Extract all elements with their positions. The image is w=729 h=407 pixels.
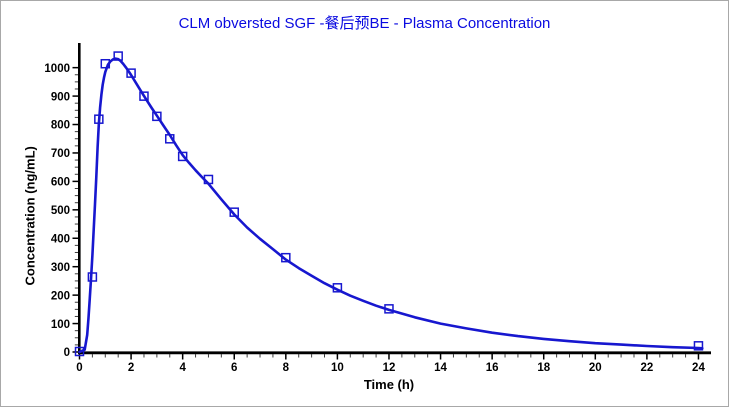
x-tick-label: 16 [486, 362, 499, 374]
y-tick-label: 500 [51, 205, 70, 217]
y-tick-label: 900 [51, 91, 70, 103]
x-tick-label: 20 [589, 362, 602, 374]
data-point-marker [229, 207, 239, 217]
x-tick-label: 12 [383, 362, 396, 374]
y-tick-label: 1000 [44, 63, 70, 75]
data-point-marker [126, 68, 136, 78]
y-tick-label: 100 [51, 319, 70, 331]
data-point-marker [74, 346, 85, 357]
data-point-marker [100, 58, 111, 69]
x-tick-label: 8 [283, 362, 290, 374]
x-tick-label: 14 [434, 362, 447, 374]
data-point-marker [87, 272, 98, 282]
x-tick-label: 4 [179, 362, 186, 374]
data-point-marker [177, 151, 188, 162]
data-point-marker [152, 111, 162, 122]
data-point-marker [113, 51, 123, 61]
x-tick-label: 24 [692, 362, 705, 374]
fit-curve-line [78, 57, 704, 354]
x-tick-label: 18 [537, 362, 550, 374]
x-tick-label: 0 [76, 362, 82, 374]
x-tick-label: 22 [640, 362, 653, 374]
chart-title: CLM obversted SGF -餐后预BE - Plasma Concen… [178, 15, 551, 32]
data-point-marker [94, 114, 104, 124]
y-tick-label: 600 [51, 177, 70, 189]
y-tick-label: 300 [51, 262, 70, 274]
data-point-marker [165, 134, 175, 144]
y-tick-label: 400 [51, 233, 70, 245]
y-tick-label: 0 [64, 347, 70, 359]
data-point-marker [693, 341, 704, 351]
x-tick-label: 2 [128, 362, 134, 374]
y-tick-label: 700 [51, 148, 70, 160]
data-point-marker [332, 283, 343, 293]
x-axis-title: Time (h) [364, 377, 414, 392]
y-tick-label: 800 [51, 120, 70, 132]
y-tick-label: 200 [51, 290, 70, 302]
x-tick-label: 6 [231, 362, 237, 374]
data-point-marker [384, 304, 394, 314]
data-point-marker [203, 174, 214, 185]
data-point-marker [139, 91, 149, 101]
data-point-marker [281, 252, 291, 263]
y-axis-title: Concentration (ng/mL) [23, 146, 38, 285]
x-tick-label: 10 [331, 362, 344, 374]
